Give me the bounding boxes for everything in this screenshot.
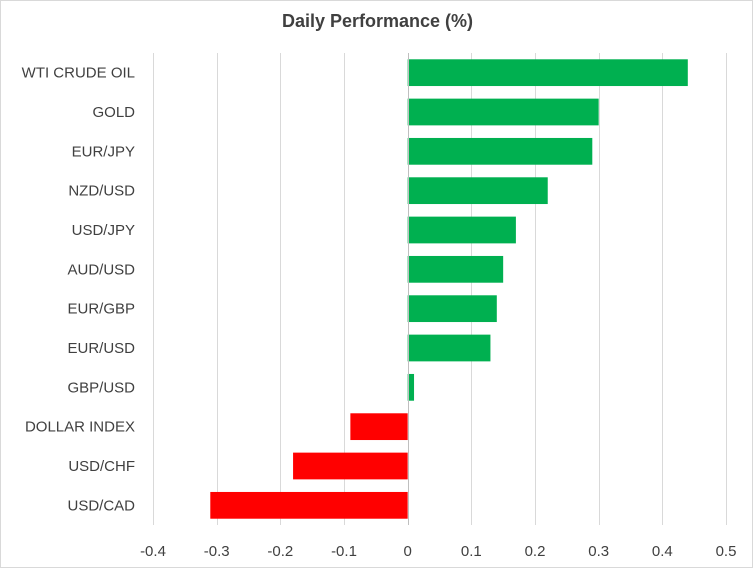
x-tick-label: 0.2 bbox=[525, 543, 546, 560]
x-tick-label: 0.4 bbox=[652, 543, 673, 560]
bar bbox=[293, 452, 408, 480]
x-tick-label: -0.3 bbox=[204, 543, 230, 560]
category-label: WTI CRUDE OIL bbox=[22, 65, 135, 82]
bar bbox=[210, 491, 408, 519]
category-label: AUD/USD bbox=[67, 261, 135, 278]
x-tick-label: -0.2 bbox=[267, 543, 293, 560]
bar bbox=[407, 255, 504, 283]
bar bbox=[407, 334, 491, 362]
category-labels: WTI CRUDE OIL GOLD EUR/JPY NZD/USD USD/JPY AU… bbox=[22, 65, 136, 515]
bar bbox=[407, 98, 599, 126]
bar bbox=[407, 216, 516, 244]
x-tick-label: 0 bbox=[403, 543, 411, 560]
gridlines bbox=[153, 53, 727, 525]
bar bbox=[407, 177, 548, 205]
bar bbox=[407, 137, 593, 165]
category-label: EUR/USD bbox=[67, 340, 135, 357]
category-label: USD/JPY bbox=[72, 222, 135, 239]
bar bbox=[350, 413, 408, 441]
category-label: EUR/JPY bbox=[72, 143, 135, 160]
bar bbox=[407, 295, 497, 323]
category-label: NZD/USD bbox=[68, 183, 135, 200]
category-label: GOLD bbox=[92, 104, 135, 121]
bar bbox=[407, 373, 415, 401]
category-label: DOLLAR INDEX bbox=[25, 419, 135, 436]
bars bbox=[210, 59, 688, 519]
category-label: USD/CHF bbox=[68, 458, 135, 475]
x-tick-label: -0.4 bbox=[140, 543, 166, 560]
x-tick-label: 0.5 bbox=[716, 543, 737, 560]
x-tick-label: 0.3 bbox=[588, 543, 609, 560]
x-tick-labels: -0.4 -0.3 -0.2 -0.1 0 0.1 0.2 0.3 0.4 0.5 bbox=[140, 543, 736, 560]
x-tick-label: 0.1 bbox=[461, 543, 482, 560]
x-tick-label: -0.1 bbox=[331, 543, 357, 560]
bar bbox=[407, 59, 688, 87]
category-label: USD/CAD bbox=[67, 497, 135, 514]
category-label: GBP/USD bbox=[67, 379, 135, 396]
chart-title: Daily Performance (%) bbox=[281, 11, 474, 31]
category-label: EUR/GBP bbox=[67, 301, 135, 318]
